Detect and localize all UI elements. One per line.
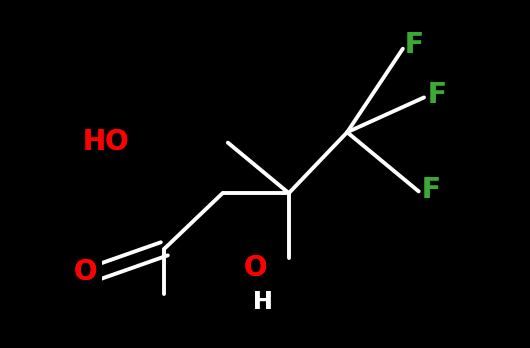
Text: H: H: [253, 290, 273, 314]
Text: O: O: [244, 254, 267, 282]
Text: HO: HO: [82, 128, 129, 156]
FancyBboxPatch shape: [255, 286, 280, 316]
Text: F: F: [405, 31, 424, 59]
Text: H: H: [253, 290, 273, 314]
FancyBboxPatch shape: [73, 255, 102, 290]
FancyBboxPatch shape: [410, 27, 439, 62]
Text: F: F: [422, 176, 441, 204]
Text: O: O: [74, 258, 97, 286]
FancyBboxPatch shape: [66, 125, 146, 160]
Text: F: F: [427, 81, 446, 109]
Text: O: O: [74, 258, 97, 286]
Text: HO: HO: [82, 128, 129, 156]
FancyBboxPatch shape: [425, 173, 455, 207]
Text: F: F: [422, 176, 441, 204]
Text: F: F: [427, 81, 446, 109]
FancyBboxPatch shape: [430, 78, 460, 112]
Text: O: O: [244, 254, 267, 282]
Text: F: F: [405, 31, 424, 59]
FancyBboxPatch shape: [245, 250, 275, 285]
